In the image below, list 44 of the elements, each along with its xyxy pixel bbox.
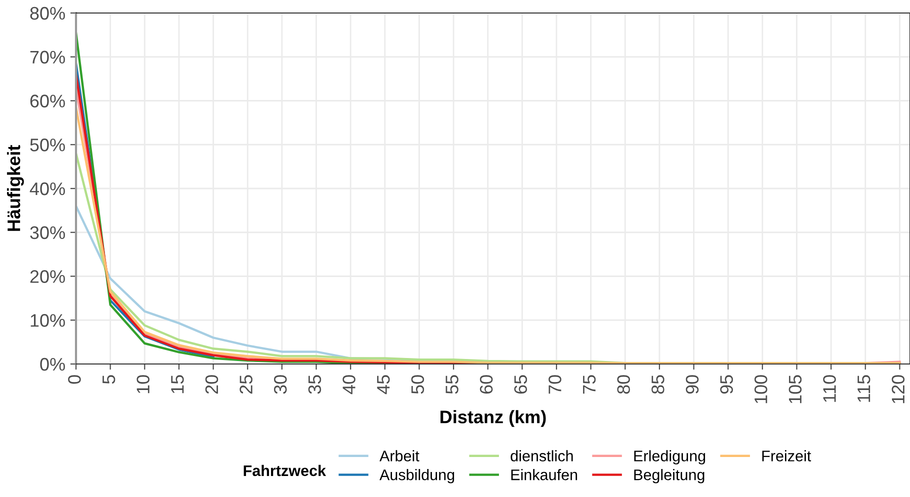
x-tick-label: 25 <box>240 375 252 394</box>
y-tick-label: 30% <box>30 226 65 240</box>
legend-label: dienstlich <box>510 450 573 462</box>
x-tick-label: 45 <box>377 375 390 394</box>
x-tick-label: 85 <box>652 375 664 394</box>
x-tick-label: 115 <box>858 375 870 402</box>
x-tick-label: 80 <box>617 375 630 394</box>
y-tick-label: 60% <box>30 94 65 108</box>
x-tick-label: 90 <box>686 375 699 394</box>
legend-label: Freizeit <box>762 450 812 462</box>
x-axis-title: Distanz (km) <box>440 410 546 427</box>
x-tick-label: 0 <box>68 375 81 384</box>
legend-label: Arbeit <box>380 450 420 462</box>
y-tick-label: 10% <box>30 314 65 327</box>
y-tick-label: 40% <box>30 182 65 196</box>
y-tick-label: 20% <box>30 270 65 283</box>
x-tick-label: 60 <box>480 375 493 394</box>
x-tick-label: 30 <box>274 375 287 394</box>
legend-title: Fahrtzweck <box>244 464 326 476</box>
y-tick-label: 0% <box>40 358 65 371</box>
legend-label: Begleitung <box>634 469 704 484</box>
x-tick-label: 40 <box>342 375 356 394</box>
x-tick-label: 110 <box>823 375 836 402</box>
x-tick-label: 70 <box>548 375 562 394</box>
x-tick-label: 10 <box>136 375 150 394</box>
legend-label: Ausbildung <box>380 469 454 484</box>
x-tick-label: 105 <box>788 375 802 404</box>
x-tick-label: 100 <box>754 375 768 404</box>
x-tick-label: 15 <box>171 375 184 394</box>
x-tick-label: 120 <box>892 375 905 404</box>
legend-label: Einkaufen <box>511 469 578 480</box>
y-tick-label: 70% <box>30 50 65 64</box>
x-tick-label: 75 <box>583 375 596 394</box>
x-tick-label: 5 <box>102 375 116 384</box>
x-tick-label: 35 <box>308 375 322 394</box>
y-tick-label: 50% <box>30 138 65 152</box>
y-tick-label: 80% <box>30 6 65 20</box>
y-axis-title: Häufigkeit <box>6 145 24 231</box>
x-tick-label: 20 <box>205 375 218 394</box>
x-tick-label: 95 <box>720 375 733 394</box>
x-tick-label: 55 <box>446 375 458 394</box>
x-tick-label: 50 <box>411 375 424 394</box>
legend-label: Erledigung <box>634 450 706 464</box>
x-tick-label: 65 <box>514 375 528 394</box>
